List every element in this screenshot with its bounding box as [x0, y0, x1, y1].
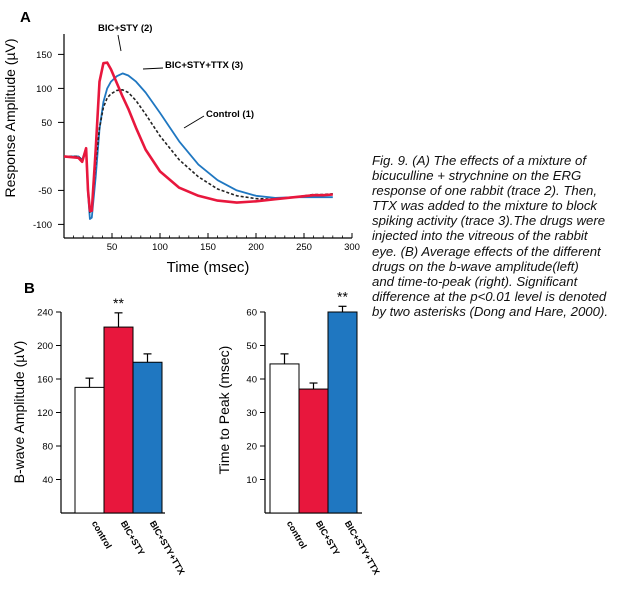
y-tick-label: 240	[37, 308, 53, 319]
y-tick-label: 160	[37, 375, 53, 386]
trace-pointer-bic-sty	[117, 34, 122, 52]
x-tick-label: 150	[200, 242, 216, 253]
caption-line: response of one rabbit (trace 2). Then,	[372, 183, 598, 199]
y-tick-label: 40	[246, 375, 257, 386]
y-tick-label: 50	[41, 118, 52, 129]
y-tick-label: 60	[246, 308, 257, 319]
category-label: control	[285, 519, 309, 550]
x-tick-label: 300	[344, 242, 360, 253]
caption-line: difference at the p<0.01 level is denote…	[372, 288, 607, 304]
bar-control	[269, 363, 300, 514]
y-tick-label: 10	[246, 475, 257, 486]
panel-label-a: A	[20, 9, 31, 26]
line-chart-erg: 50 100 150 200 250 300 -100 -50 50 100 150 Respons…	[2, 23, 360, 276]
caption-line: drugs on the b-wave amplitude(left)	[372, 258, 579, 274]
x-tick-label: 250	[296, 242, 312, 253]
bar-bic-sty-ttx	[327, 311, 358, 514]
bar-chart-bwave-amplitude: 40 80 120 160 200 240 control ** BIC+STY BIC+STY+…	[11, 295, 187, 577]
bar-bic-sty-ttx	[132, 361, 163, 514]
category-label: BIC+STY	[314, 519, 342, 557]
y-axis-label: Time to Peak (msec)	[216, 346, 232, 475]
y-tick-label: 200	[37, 341, 53, 352]
category-label: control	[90, 519, 114, 550]
x-tick-label: 50	[107, 242, 118, 253]
significance-marker: **	[337, 288, 348, 304]
panel-label-b: B	[24, 280, 35, 297]
figure-caption: Fig. 9. (A) The effects of a mixture of b…	[372, 153, 622, 319]
significance-marker: **	[113, 295, 124, 311]
x-tick-label: 100	[152, 242, 168, 253]
trace-label-bic-sty: BIC+STY (2)	[98, 23, 152, 34]
trace-label-bic-sty-ttx: BIC+STY+TTX (3)	[165, 60, 243, 71]
trace-label-control: Control (1)	[206, 109, 254, 120]
y-tick-label: -100	[33, 220, 52, 231]
x-axis-label: Time (msec)	[167, 259, 250, 276]
y-axis-label: Response Amplitude (µV)	[2, 38, 18, 197]
caption-line: and time-to-peak (right). Significant	[372, 273, 578, 289]
x-tick-label: 200	[248, 242, 264, 253]
caption-line: TTX was added to the mixture to block	[372, 198, 598, 214]
y-tick-label: 30	[246, 408, 257, 419]
y-tick-label: 50	[246, 341, 257, 352]
caption-line: Fig. 9. (A) The effects of a mixture of	[372, 153, 587, 168]
bar-control	[74, 386, 105, 514]
bar-bic-sty	[298, 388, 329, 514]
category-label: BIC+STY	[119, 519, 147, 557]
series-line-control-1	[64, 89, 333, 213]
bar-bic-sty	[103, 326, 134, 514]
category-label: BIC+STY+TTX	[148, 519, 187, 576]
series-line-bic-sty-2	[63, 61, 333, 213]
y-tick-label: 100	[36, 84, 52, 95]
caption-line: by two asterisks (Dong and Hare, 2000).	[372, 303, 609, 319]
y-tick-label: -50	[38, 186, 52, 197]
y-axis-label: B-wave Amplitude (µV)	[11, 341, 27, 484]
trace-pointer-control	[183, 115, 205, 129]
caption-line: bicuculline + strychnine on the ERG	[372, 168, 582, 184]
y-tick-label: 120	[37, 408, 53, 419]
caption-line: eye. (B) Average effects of the differen…	[372, 243, 601, 259]
caption-line: spiking activity (trace 3).The drugs wer…	[372, 213, 606, 229]
y-tick-label: 40	[42, 475, 53, 486]
y-tick-label: 20	[246, 442, 257, 453]
caption-line: injected into the vitreous of the rabbit	[372, 228, 588, 244]
y-tick-label: 150	[36, 50, 52, 61]
trace-pointer-bic-sty-ttx	[142, 67, 164, 70]
y-tick-label: 80	[42, 442, 53, 453]
category-label: BIC+STY+TTX	[343, 519, 382, 576]
